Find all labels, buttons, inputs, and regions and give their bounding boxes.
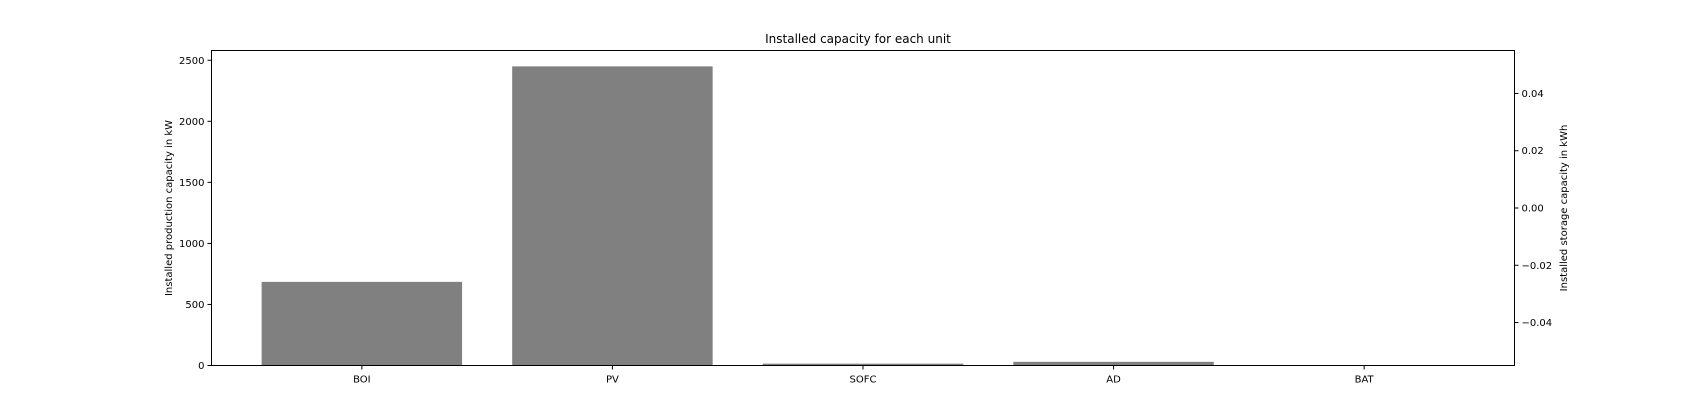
chart-title: Installed capacity for each unit [765, 32, 951, 46]
y-tick-label: 2000 [179, 117, 204, 128]
x-tick-label: PV [606, 375, 619, 386]
y2-axis-label: Installed storage capacity in kWh [1559, 125, 1570, 292]
y-tick-label: 500 [185, 300, 204, 311]
plot-frame [211, 50, 1515, 366]
y2-axis-ticks: −0.04 −0.02 0.00 0.02 0.04 [1514, 89, 1553, 329]
y-tick-label: 1500 [179, 178, 204, 189]
y2-tick-label: −0.02 [1522, 261, 1553, 272]
y2-tick-label: 0.02 [1522, 146, 1544, 157]
x-tick-label: SOFC [850, 375, 877, 386]
bar-boi [261, 281, 463, 366]
bars-group [261, 66, 1214, 366]
y-tick-label: 1000 [179, 239, 204, 250]
x-tick-label: AD [1106, 375, 1121, 386]
x-tick-label: BOI [353, 375, 371, 386]
y2-tick-label: −0.04 [1522, 318, 1553, 329]
y-tick-label: 0 [198, 361, 204, 372]
bar-sofc [762, 363, 964, 366]
bar-ad [1013, 361, 1214, 366]
x-tick-label: BAT [1355, 375, 1375, 386]
y-axis-label: Installed production capacity in kW [164, 120, 175, 296]
x-axis-ticks: BOI PV SOFC AD BAT [353, 365, 1375, 386]
y2-tick-label: 0.04 [1522, 89, 1544, 100]
bar-pv [512, 66, 713, 366]
y-tick-label: 2500 [179, 56, 204, 67]
y2-tick-label: 0.00 [1522, 204, 1544, 215]
y-axis-ticks: 0 500 1000 1500 2000 2500 [179, 56, 212, 372]
